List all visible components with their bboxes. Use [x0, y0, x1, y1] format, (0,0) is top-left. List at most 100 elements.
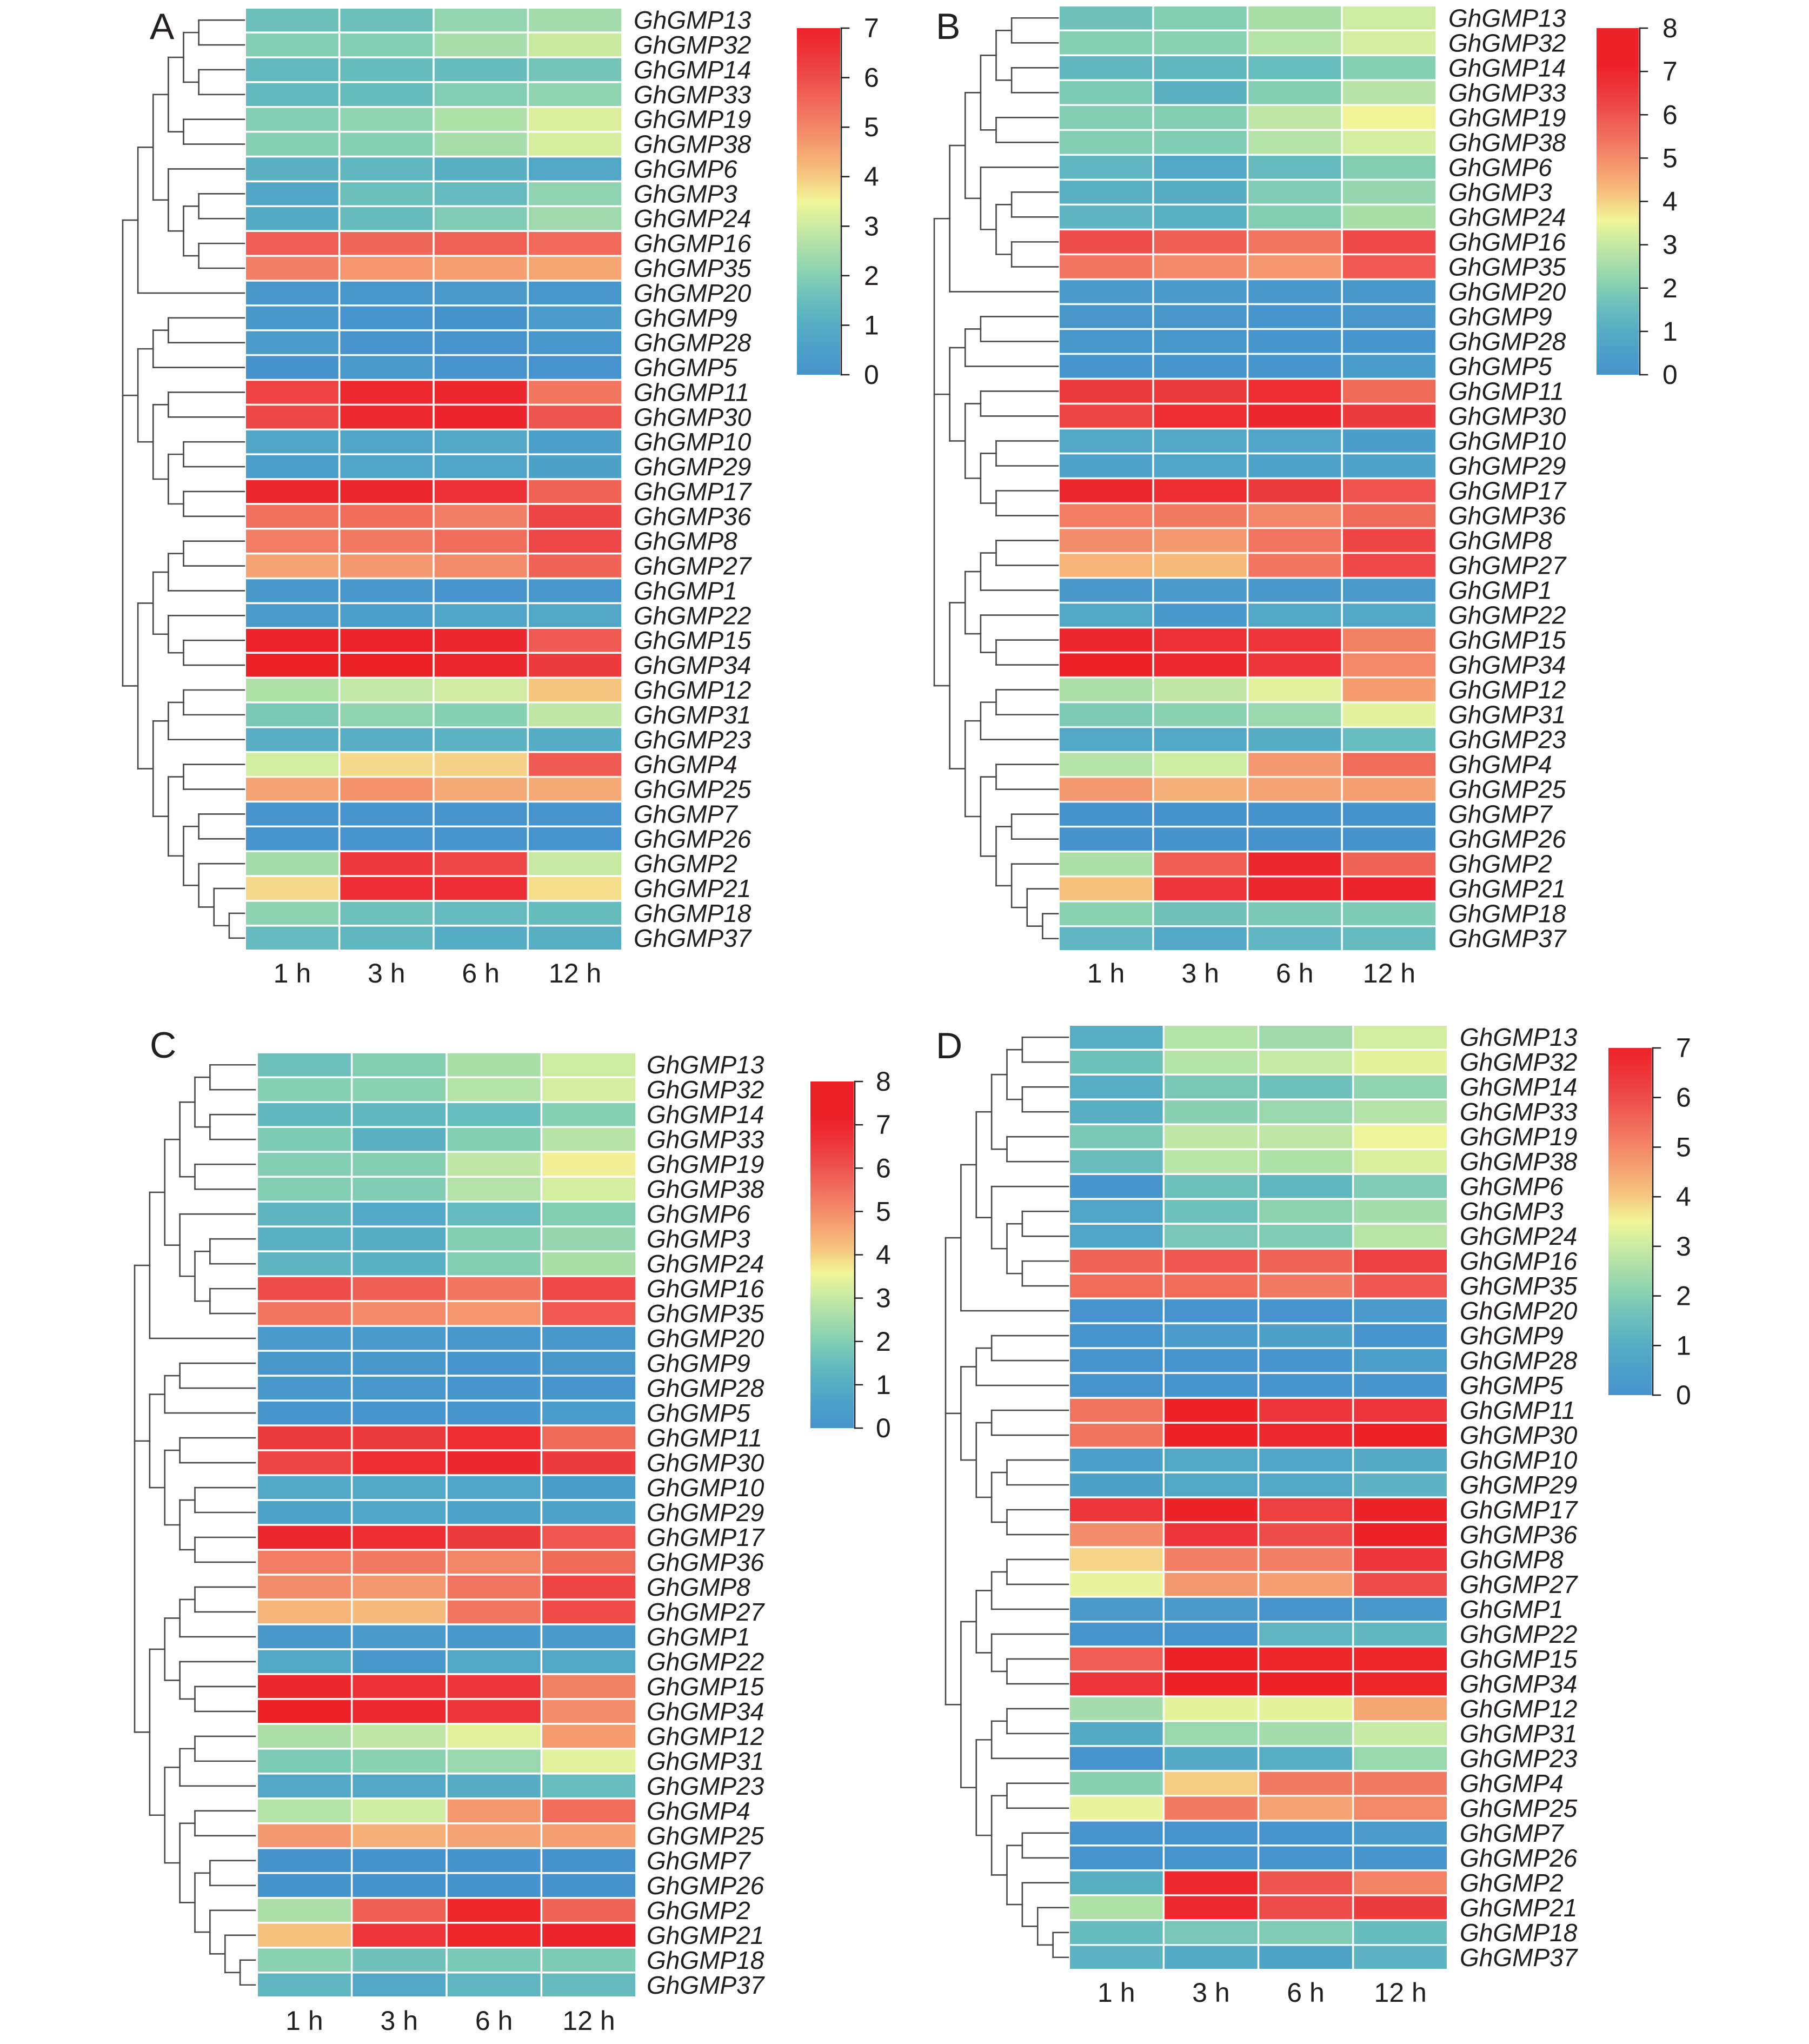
heatmap-cell: [340, 132, 433, 156]
panel-label: D: [936, 1025, 962, 1066]
heatmap-cell: [1248, 106, 1341, 129]
heatmap-cell: [1259, 1274, 1352, 1298]
heatmap-cell: [353, 1053, 446, 1077]
heatmap-cell: [246, 653, 338, 677]
heatmap-cell: [1165, 1423, 1258, 1447]
heatmap-cell: [542, 1152, 635, 1176]
heatmap-cell: [353, 1401, 446, 1425]
row-label: GhGMP34: [1460, 1670, 1577, 1698]
heatmap-cell: [340, 480, 433, 503]
row-label: GhGMP13: [647, 1051, 764, 1079]
row-label: GhGMP24: [1448, 203, 1566, 231]
heatmap-cell: [529, 604, 621, 627]
heatmap-cell: [1248, 877, 1341, 900]
heatmap-cell: [1354, 1672, 1447, 1696]
heatmap-cell: [353, 1078, 446, 1101]
heatmap-cell: [1154, 131, 1247, 154]
heatmap-cell: [434, 653, 527, 677]
heatmap-cell: [246, 430, 338, 454]
row-label: GhGMP14: [647, 1100, 764, 1129]
row-label: GhGMP27: [647, 1598, 765, 1626]
row-label: GhGMP38: [1448, 128, 1566, 156]
heatmap-cell: [340, 604, 433, 627]
heatmap-cell: [1070, 1896, 1163, 1920]
heatmap-cell: [246, 778, 338, 801]
heatmap-cell: [542, 1401, 635, 1425]
heatmap-cell: [1060, 380, 1153, 403]
heatmap-cell: [1070, 1473, 1163, 1497]
heatmap-cell: [353, 1501, 446, 1524]
heatmap-cell: [246, 33, 338, 57]
heatmap-cell: [447, 1078, 541, 1101]
row-label: GhGMP7: [1448, 800, 1553, 828]
heatmap-cell: [542, 1525, 635, 1549]
heatmap-cell: [1342, 429, 1435, 453]
row-label: GhGMP32: [1448, 29, 1566, 57]
heatmap-cell: [353, 1824, 446, 1848]
row-label: GhGMP25: [1448, 775, 1566, 804]
colorbar-tick-label: 6: [876, 1153, 891, 1183]
row-label: GhGMP12: [647, 1722, 764, 1750]
heatmap-cell: [434, 83, 527, 107]
row-label: GhGMP5: [634, 354, 737, 382]
colorbar-tick-label: 6: [1676, 1083, 1691, 1113]
colorbar: 0 1 2 3 4 5 6 7 8: [810, 1066, 891, 1443]
heatmap-cell: [529, 778, 621, 801]
heatmap-cell: [447, 1302, 541, 1325]
heatmap-cell: [1070, 1100, 1163, 1124]
heatmap-cell: [1060, 355, 1153, 378]
heatmap-cell: [1342, 330, 1435, 353]
column-labels: 1 h 3 h 6 h 12 h: [1098, 1977, 1427, 2008]
column-label: 1 h: [285, 2006, 323, 2036]
heatmap-cell: [434, 256, 527, 280]
heatmap-cell: [1248, 778, 1341, 801]
row-label: GhGMP1: [1448, 576, 1552, 605]
heatmap-cell: [258, 1700, 351, 1723]
heatmap-cell: [529, 703, 621, 727]
heatmap-cell: [1354, 1349, 1447, 1372]
heatmap-cell: [434, 753, 527, 776]
colorbar-tick-label: 1: [1676, 1330, 1691, 1361]
heatmap-cell: [434, 901, 527, 925]
column-labels: 1 h 3 h 6 h 12 h: [274, 958, 602, 988]
heatmap-cell: [353, 1376, 446, 1400]
heatmap-cell: [258, 1302, 351, 1325]
heatmap-cell: [1165, 1771, 1258, 1795]
colorbar-tick-label: 3: [1662, 230, 1678, 260]
heatmap-cell: [353, 1625, 446, 1649]
heatmap-cell: [434, 629, 527, 652]
heatmap-cell: [1259, 1796, 1352, 1820]
heatmap-cell: [1248, 355, 1341, 378]
heatmap-cell: [246, 728, 338, 751]
heatmap-cell: [447, 1849, 541, 1873]
heatmap-cell: [353, 1103, 446, 1126]
heatmap-cell: [542, 1227, 635, 1251]
heatmap-cell: [1354, 1299, 1447, 1323]
heatmap-cell: [529, 802, 621, 826]
heatmap-cell: [1354, 1771, 1447, 1795]
heatmap-cell: [1070, 1398, 1163, 1422]
heatmap-cell: [246, 678, 338, 702]
heatmap-cell: [353, 1326, 446, 1350]
row-label: GhGMP24: [634, 204, 751, 233]
heatmap-cell: [1259, 1722, 1352, 1746]
heatmap-cell: [1259, 1572, 1352, 1596]
heatmap-cell: [1354, 1249, 1447, 1273]
heatmap-cell: [447, 1675, 541, 1698]
heatmap-cell: [340, 529, 433, 553]
column-label: 6 h: [1287, 1977, 1325, 2008]
heatmap-cell: [1154, 156, 1247, 179]
row-label: GhGMP6: [1460, 1172, 1564, 1200]
heatmap-cell: [1259, 1398, 1352, 1422]
heatmap-cell: [340, 33, 433, 57]
row-label: GhGMP28: [634, 329, 751, 357]
heatmap-cell: [447, 1476, 541, 1499]
colorbar-gradient: [1597, 28, 1639, 375]
heatmap-cell: [1342, 927, 1435, 950]
heatmap-cell: [1259, 1871, 1352, 1895]
heatmap-cell: [258, 1351, 351, 1375]
heatmap-cell: [246, 629, 338, 652]
heatmap-cell: [1259, 1747, 1352, 1770]
heatmap-cell: [529, 256, 621, 280]
heatmap-cell: [258, 1053, 351, 1077]
